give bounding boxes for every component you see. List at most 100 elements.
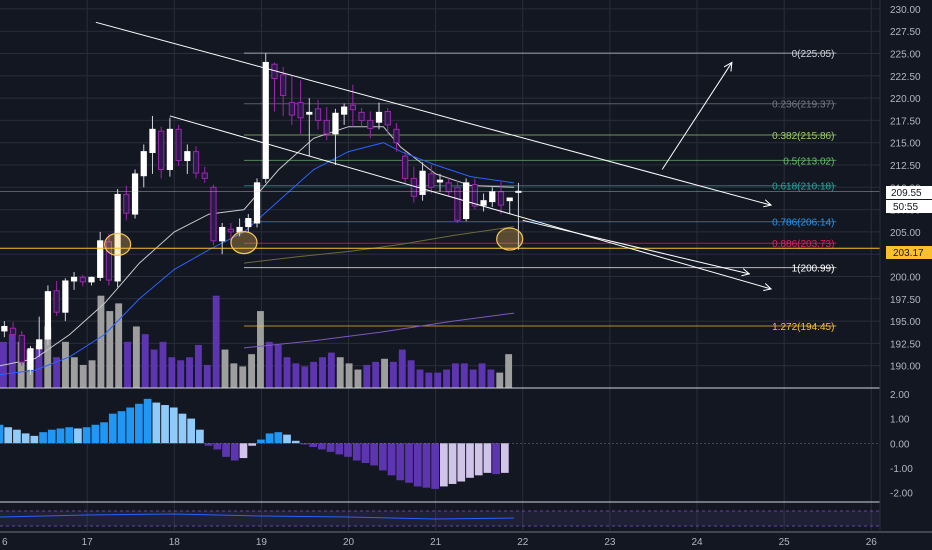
price-tick-label: 215.00 — [890, 139, 921, 150]
volume-bar — [141, 334, 149, 388]
current-price-badge — [886, 186, 932, 199]
macd-bar — [344, 443, 352, 457]
macd-bar — [239, 443, 248, 459]
time-tick-label: 22 — [517, 537, 529, 548]
macd-bar — [448, 443, 457, 484]
volume-bar — [186, 357, 193, 388]
candle-body — [88, 276, 95, 283]
macd-bar — [39, 432, 47, 444]
macd-bar — [361, 443, 370, 463]
level-price-label: 203.17 — [893, 248, 924, 259]
volume-bar — [124, 341, 131, 388]
volume-pane — [0, 295, 513, 388]
macd-bar — [13, 429, 21, 444]
fib-level-label: 0.382(215.86) — [772, 131, 834, 142]
volume-bar — [265, 341, 273, 388]
volume-bar — [212, 295, 220, 388]
macd-bar — [457, 443, 466, 482]
macd-bar — [135, 403, 143, 444]
candle-body — [123, 193, 130, 214]
candle-body — [70, 276, 78, 282]
macd-bar — [74, 428, 82, 444]
macd-bar — [500, 443, 509, 473]
time-tick-label: 18 — [169, 537, 181, 548]
candle-body — [297, 102, 304, 119]
candle-body — [18, 334, 25, 363]
candle-body — [201, 172, 208, 179]
price-tick-label: 212.50 — [890, 161, 921, 172]
macd-bar — [178, 413, 187, 444]
time-tick-label: 25 — [779, 537, 791, 548]
macd-bar — [161, 405, 169, 444]
price-tick-label: 230.00 — [890, 5, 921, 16]
candle-body — [323, 119, 330, 135]
macd-bar — [30, 435, 39, 444]
candle-body — [131, 173, 139, 215]
volume-bar — [363, 364, 371, 388]
volume-bar — [35, 344, 43, 388]
trendline-arrowhead — [763, 199, 773, 208]
macd-bar — [230, 443, 239, 461]
volume-bar — [389, 361, 397, 388]
trendline-arrowhead — [741, 268, 751, 277]
price-tick-label: 227.50 — [890, 27, 921, 38]
price-tick-label: 197.50 — [890, 295, 921, 306]
macd-bar — [474, 443, 483, 476]
volume-bar — [8, 334, 16, 388]
candle-body — [332, 112, 339, 135]
current-price-label: 209.55 — [891, 188, 922, 199]
volume-bar — [301, 366, 309, 388]
macd-bar — [222, 443, 230, 457]
macd-bar — [143, 398, 152, 444]
macd-bar — [4, 427, 13, 444]
candle-body — [410, 177, 417, 197]
candle-body — [9, 327, 17, 335]
price-tick-label: 192.50 — [890, 339, 921, 350]
candle-body — [314, 108, 322, 121]
candle-body — [393, 128, 400, 144]
volume-bar — [372, 361, 380, 388]
macd-bar — [274, 432, 283, 444]
time-axis-ticks: 17 18 19 20 21 22 23 24 25 26 6 — [2, 537, 877, 548]
candle-body — [79, 276, 86, 283]
volume-bar — [292, 363, 300, 388]
volume-bar — [496, 372, 504, 388]
candle-body — [497, 191, 505, 206]
macd-bar — [387, 443, 396, 476]
macd-tick-label: 0.00 — [890, 439, 910, 450]
time-tick-label: 23 — [604, 537, 616, 548]
macd-bar — [117, 411, 126, 444]
candle-body — [175, 128, 182, 162]
candle-body — [262, 61, 269, 179]
fib-level-label: 0(225.05) — [792, 49, 835, 60]
macd-tick-label: 1.00 — [890, 415, 910, 426]
volume-bar — [310, 361, 318, 388]
macd-bar — [483, 443, 492, 473]
candle-body — [419, 170, 426, 195]
highlight-ellipse — [230, 231, 258, 255]
candle-body — [306, 111, 313, 115]
candle-body — [219, 226, 226, 242]
macd-bar — [291, 440, 300, 444]
volume-bar — [106, 311, 114, 388]
volume-bar — [203, 364, 211, 388]
price-badges: 209.55 50:55 203.17 — [886, 186, 932, 259]
candle-body — [436, 179, 444, 183]
volume-bar — [460, 363, 468, 388]
fib-level-label: 1.272(194.45) — [772, 322, 834, 333]
candle-body — [506, 197, 513, 202]
volume-bar — [132, 326, 140, 388]
price-tick-label: 225.00 — [890, 50, 921, 61]
candle-body — [1, 325, 8, 332]
volume-bar — [53, 357, 61, 388]
candle-body — [253, 182, 261, 224]
macd-bar — [152, 402, 161, 444]
volume-bar — [345, 363, 353, 388]
volume-bar — [17, 341, 25, 388]
time-tick-label: 20 — [343, 537, 355, 548]
macd-bar — [413, 443, 422, 487]
volume-bar — [44, 326, 52, 388]
macd-bar — [265, 433, 274, 444]
macd-bar — [196, 429, 204, 444]
